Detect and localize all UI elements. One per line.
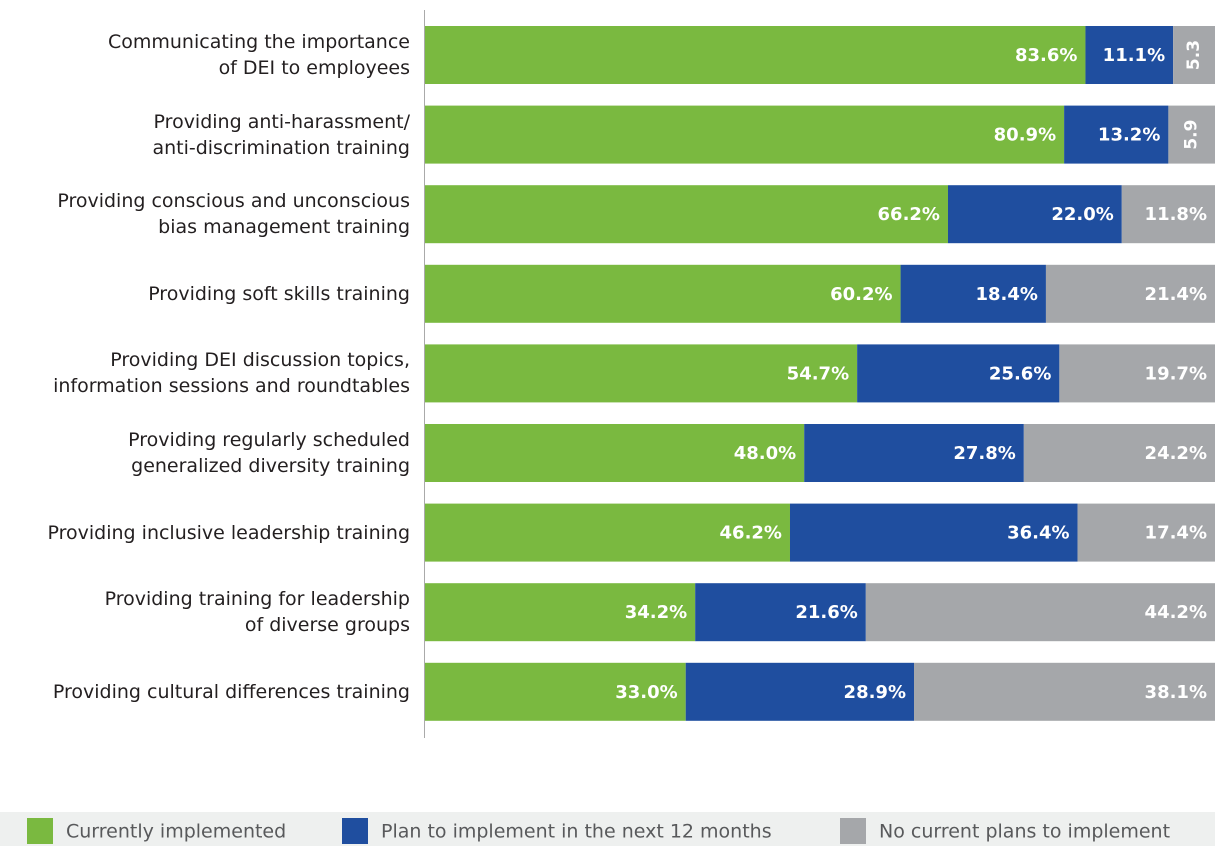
legend-label: Currently implemented: [66, 821, 286, 843]
bar-segment: [1045, 264, 1215, 323]
legend-swatch: [27, 818, 53, 844]
value-label: 48.0%: [734, 443, 796, 464]
bar-segment: [425, 264, 901, 323]
category-label: Providing cultural differences training: [52, 680, 410, 703]
value-label: 83.6%: [1015, 45, 1077, 66]
category-label: Providing DEI discussion topics, informa…: [53, 349, 410, 398]
category-label: Communicating the importance of DEI to e…: [107, 31, 410, 79]
bar-segment: [914, 662, 1215, 721]
value-label: 54.7%: [787, 363, 849, 384]
bar-segment: [857, 344, 1060, 403]
value-label: 5.9: [1182, 120, 1202, 150]
value-label: 46.2%: [720, 523, 782, 544]
value-label: 21.6%: [795, 602, 857, 623]
legend-label: Plan to implement in the next 12 months: [381, 821, 772, 843]
value-label: 5.3: [1184, 40, 1204, 70]
bar-segment: [425, 662, 686, 721]
value-label: 19.7%: [1145, 363, 1207, 384]
bar-segment: [685, 662, 915, 721]
bar-segment: [789, 503, 1078, 562]
legend-swatch: [342, 818, 368, 844]
category-label: Providing inclusive leadership training: [47, 521, 410, 544]
value-label: 11.8%: [1145, 204, 1207, 225]
value-label: 60.2%: [830, 284, 892, 305]
legend-background: [0, 812, 1215, 846]
value-label: 66.2%: [878, 204, 940, 225]
value-label: 21.4%: [1145, 284, 1207, 305]
bar-segment: [425, 583, 696, 642]
value-label: 13.2%: [1098, 125, 1160, 146]
bar-segment: [1085, 26, 1174, 84]
value-label: 25.6%: [989, 363, 1051, 384]
value-label: 18.4%: [975, 284, 1037, 305]
bar-segment: [900, 264, 1046, 323]
bar-segment: [695, 583, 866, 642]
bar-segment: [1023, 424, 1215, 482]
value-label: 80.9%: [994, 125, 1056, 146]
bar-segment: [947, 185, 1122, 244]
category-label: Providing regularly scheduled generalize…: [128, 429, 410, 477]
bar-segment: [1059, 344, 1215, 403]
value-label: 22.0%: [1051, 204, 1113, 225]
bar-segment: [1173, 26, 1215, 84]
value-label: 33.0%: [615, 682, 677, 703]
value-label: 38.1%: [1145, 682, 1207, 703]
value-label: 44.2%: [1145, 602, 1207, 623]
bar-segment: [1064, 105, 1169, 164]
bar-segment: [1168, 105, 1215, 164]
value-label: 36.4%: [1007, 523, 1069, 544]
category-label: Providing anti-harassment/ anti-discrimi…: [152, 110, 410, 159]
bar-segment: [865, 583, 1215, 642]
value-label: 28.9%: [844, 682, 906, 703]
bar-segment: [425, 105, 1065, 164]
legend-swatch: [840, 818, 866, 844]
value-label: 34.2%: [625, 602, 687, 623]
value-label: 27.8%: [953, 443, 1015, 464]
category-label: Providing conscious and unconscious bias…: [57, 190, 410, 239]
value-label: 17.4%: [1145, 523, 1207, 544]
bar-segment: [1121, 185, 1215, 244]
bar-segment: [425, 26, 1086, 84]
bar-segment: [425, 185, 948, 244]
value-label: 24.2%: [1145, 443, 1207, 464]
bar-segment: [425, 424, 805, 482]
bar-segment: [804, 424, 1024, 482]
category-label: Providing training for leadership of div…: [104, 588, 410, 637]
category-label: Providing soft skills training: [148, 282, 410, 305]
bar-segment: [425, 344, 858, 403]
bar-segment: [1077, 503, 1215, 562]
value-label: 11.1%: [1103, 45, 1165, 66]
bar-segment: [425, 503, 790, 562]
legend-label: No current plans to implement: [879, 821, 1170, 843]
